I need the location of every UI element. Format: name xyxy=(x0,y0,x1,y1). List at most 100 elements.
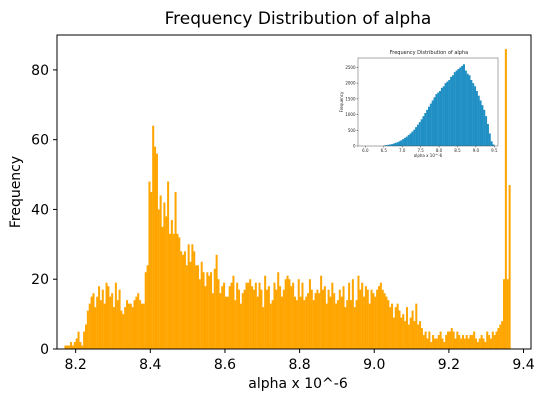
histogram-bar xyxy=(146,265,149,349)
histogram-bar xyxy=(148,181,151,349)
x-tick-label: 8.4 xyxy=(139,357,161,373)
histogram-bar xyxy=(327,289,330,349)
histogram-bar xyxy=(392,317,395,349)
x-tick-label: 9.0 xyxy=(363,357,385,373)
histogram-bar xyxy=(264,275,267,349)
histogram-bar xyxy=(111,293,114,349)
histogram-bar xyxy=(490,141,493,146)
inset-bars xyxy=(383,64,495,146)
histogram-bar xyxy=(70,342,73,349)
histogram-bar xyxy=(391,144,394,146)
histogram-bar xyxy=(189,261,192,349)
histogram-bar xyxy=(437,335,440,349)
plot-frame xyxy=(56,34,532,350)
histogram-bar xyxy=(415,303,418,349)
histogram-bar xyxy=(348,282,351,349)
histogram-bar xyxy=(468,75,471,146)
histogram-bar xyxy=(488,335,491,349)
histogram-bar xyxy=(114,282,117,349)
histogram-bar xyxy=(453,72,456,146)
histogram-bar xyxy=(450,328,453,349)
x-tick-label: 9.0 xyxy=(473,148,480,153)
histogram-bar xyxy=(183,251,186,349)
histogram-bar xyxy=(92,293,95,349)
histogram-bar xyxy=(185,265,188,349)
histogram-bar xyxy=(418,122,421,146)
histogram-bar xyxy=(126,300,129,349)
histogram-bar xyxy=(394,307,397,349)
histogram-bar xyxy=(297,279,300,349)
histogram-bar xyxy=(168,233,171,349)
histogram-bar xyxy=(429,103,432,146)
x-tick-label: 9.2 xyxy=(438,357,460,373)
histogram-bar xyxy=(133,300,136,349)
y-ticks: 0 20 40 60 80 xyxy=(31,63,57,358)
histogram-bar xyxy=(351,279,354,349)
histogram-bar xyxy=(479,100,482,146)
histogram-bar xyxy=(383,293,386,349)
histogram-bar xyxy=(461,65,464,146)
histogram-bar xyxy=(398,310,401,349)
histogram-bar xyxy=(144,272,147,349)
histogram-bar xyxy=(404,137,407,146)
histogram-bar xyxy=(420,119,423,146)
histogram-bar xyxy=(86,310,89,349)
histogram-bar xyxy=(249,279,252,349)
histogram-bar xyxy=(187,244,190,349)
histogram-bar xyxy=(256,296,259,349)
histogram-bar xyxy=(275,289,278,349)
histogram-bar xyxy=(292,282,295,349)
histogram-bar xyxy=(321,289,325,349)
histogram-bar xyxy=(428,106,430,146)
histogram-bar xyxy=(398,141,401,146)
histogram-bar xyxy=(109,296,112,349)
histogram-bar xyxy=(413,321,416,349)
histogram-bar xyxy=(396,303,399,349)
y-tick-label: 1500 xyxy=(345,96,356,101)
histogram-bar xyxy=(353,307,356,349)
histogram-bar xyxy=(488,133,491,146)
y-tick-label: 2500 xyxy=(345,65,356,70)
histogram-bar xyxy=(316,289,319,349)
inset-frame xyxy=(357,57,499,147)
histogram-bar xyxy=(383,145,386,146)
histogram-bar xyxy=(485,116,488,146)
histogram-bar xyxy=(355,300,358,349)
histogram-bar xyxy=(88,303,91,349)
histogram-bar xyxy=(404,321,407,349)
histogram-bar xyxy=(402,314,405,349)
histogram-bar xyxy=(385,145,388,146)
histogram-bar xyxy=(473,331,476,349)
histogram-bar xyxy=(215,254,218,349)
histogram-bar xyxy=(206,272,209,349)
histogram-bar xyxy=(178,237,181,349)
histogram-bar xyxy=(204,286,207,349)
histogram-bar xyxy=(452,331,455,349)
histogram-bar xyxy=(506,279,509,349)
histogram-bar xyxy=(460,338,463,349)
x-tick-label: 8.8 xyxy=(288,357,310,373)
histogram-bar xyxy=(489,338,492,349)
y-tick-label: 500 xyxy=(348,128,356,133)
histogram-bar xyxy=(243,289,246,349)
y-tick-label: 40 xyxy=(31,202,49,218)
histogram-bar xyxy=(211,293,214,349)
histogram-bar xyxy=(68,345,71,349)
histogram-bar xyxy=(236,282,239,349)
histogram-bar xyxy=(379,282,382,349)
histogram-bar xyxy=(112,307,115,349)
histogram-bar xyxy=(279,286,282,349)
histogram-bar xyxy=(463,338,466,349)
histogram-bar xyxy=(99,300,102,349)
histogram-bar xyxy=(482,338,485,349)
histogram-bar xyxy=(191,244,194,349)
histogram-bar xyxy=(269,303,272,349)
histogram-bar xyxy=(208,275,211,349)
histogram-bar xyxy=(73,342,76,349)
x-tick-label: 8.2 xyxy=(65,357,87,373)
histogram-bar xyxy=(163,202,166,349)
histogram-bar xyxy=(290,286,293,349)
histogram-bar xyxy=(254,282,257,349)
histogram-bar xyxy=(389,144,392,146)
histogram-bar xyxy=(331,282,334,349)
